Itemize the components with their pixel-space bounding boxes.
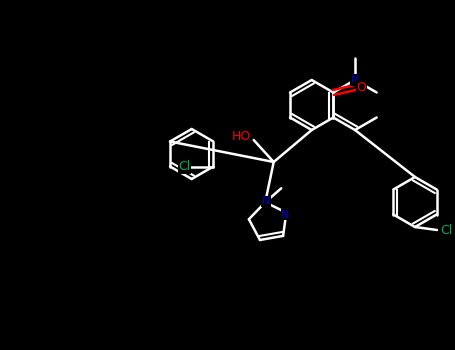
Text: HO: HO [232, 130, 251, 142]
Text: N: N [351, 75, 359, 85]
Text: Cl: Cl [440, 224, 452, 237]
Text: N: N [281, 210, 289, 219]
Text: Cl: Cl [178, 160, 191, 173]
Text: O: O [356, 81, 366, 94]
Text: N: N [262, 196, 270, 206]
